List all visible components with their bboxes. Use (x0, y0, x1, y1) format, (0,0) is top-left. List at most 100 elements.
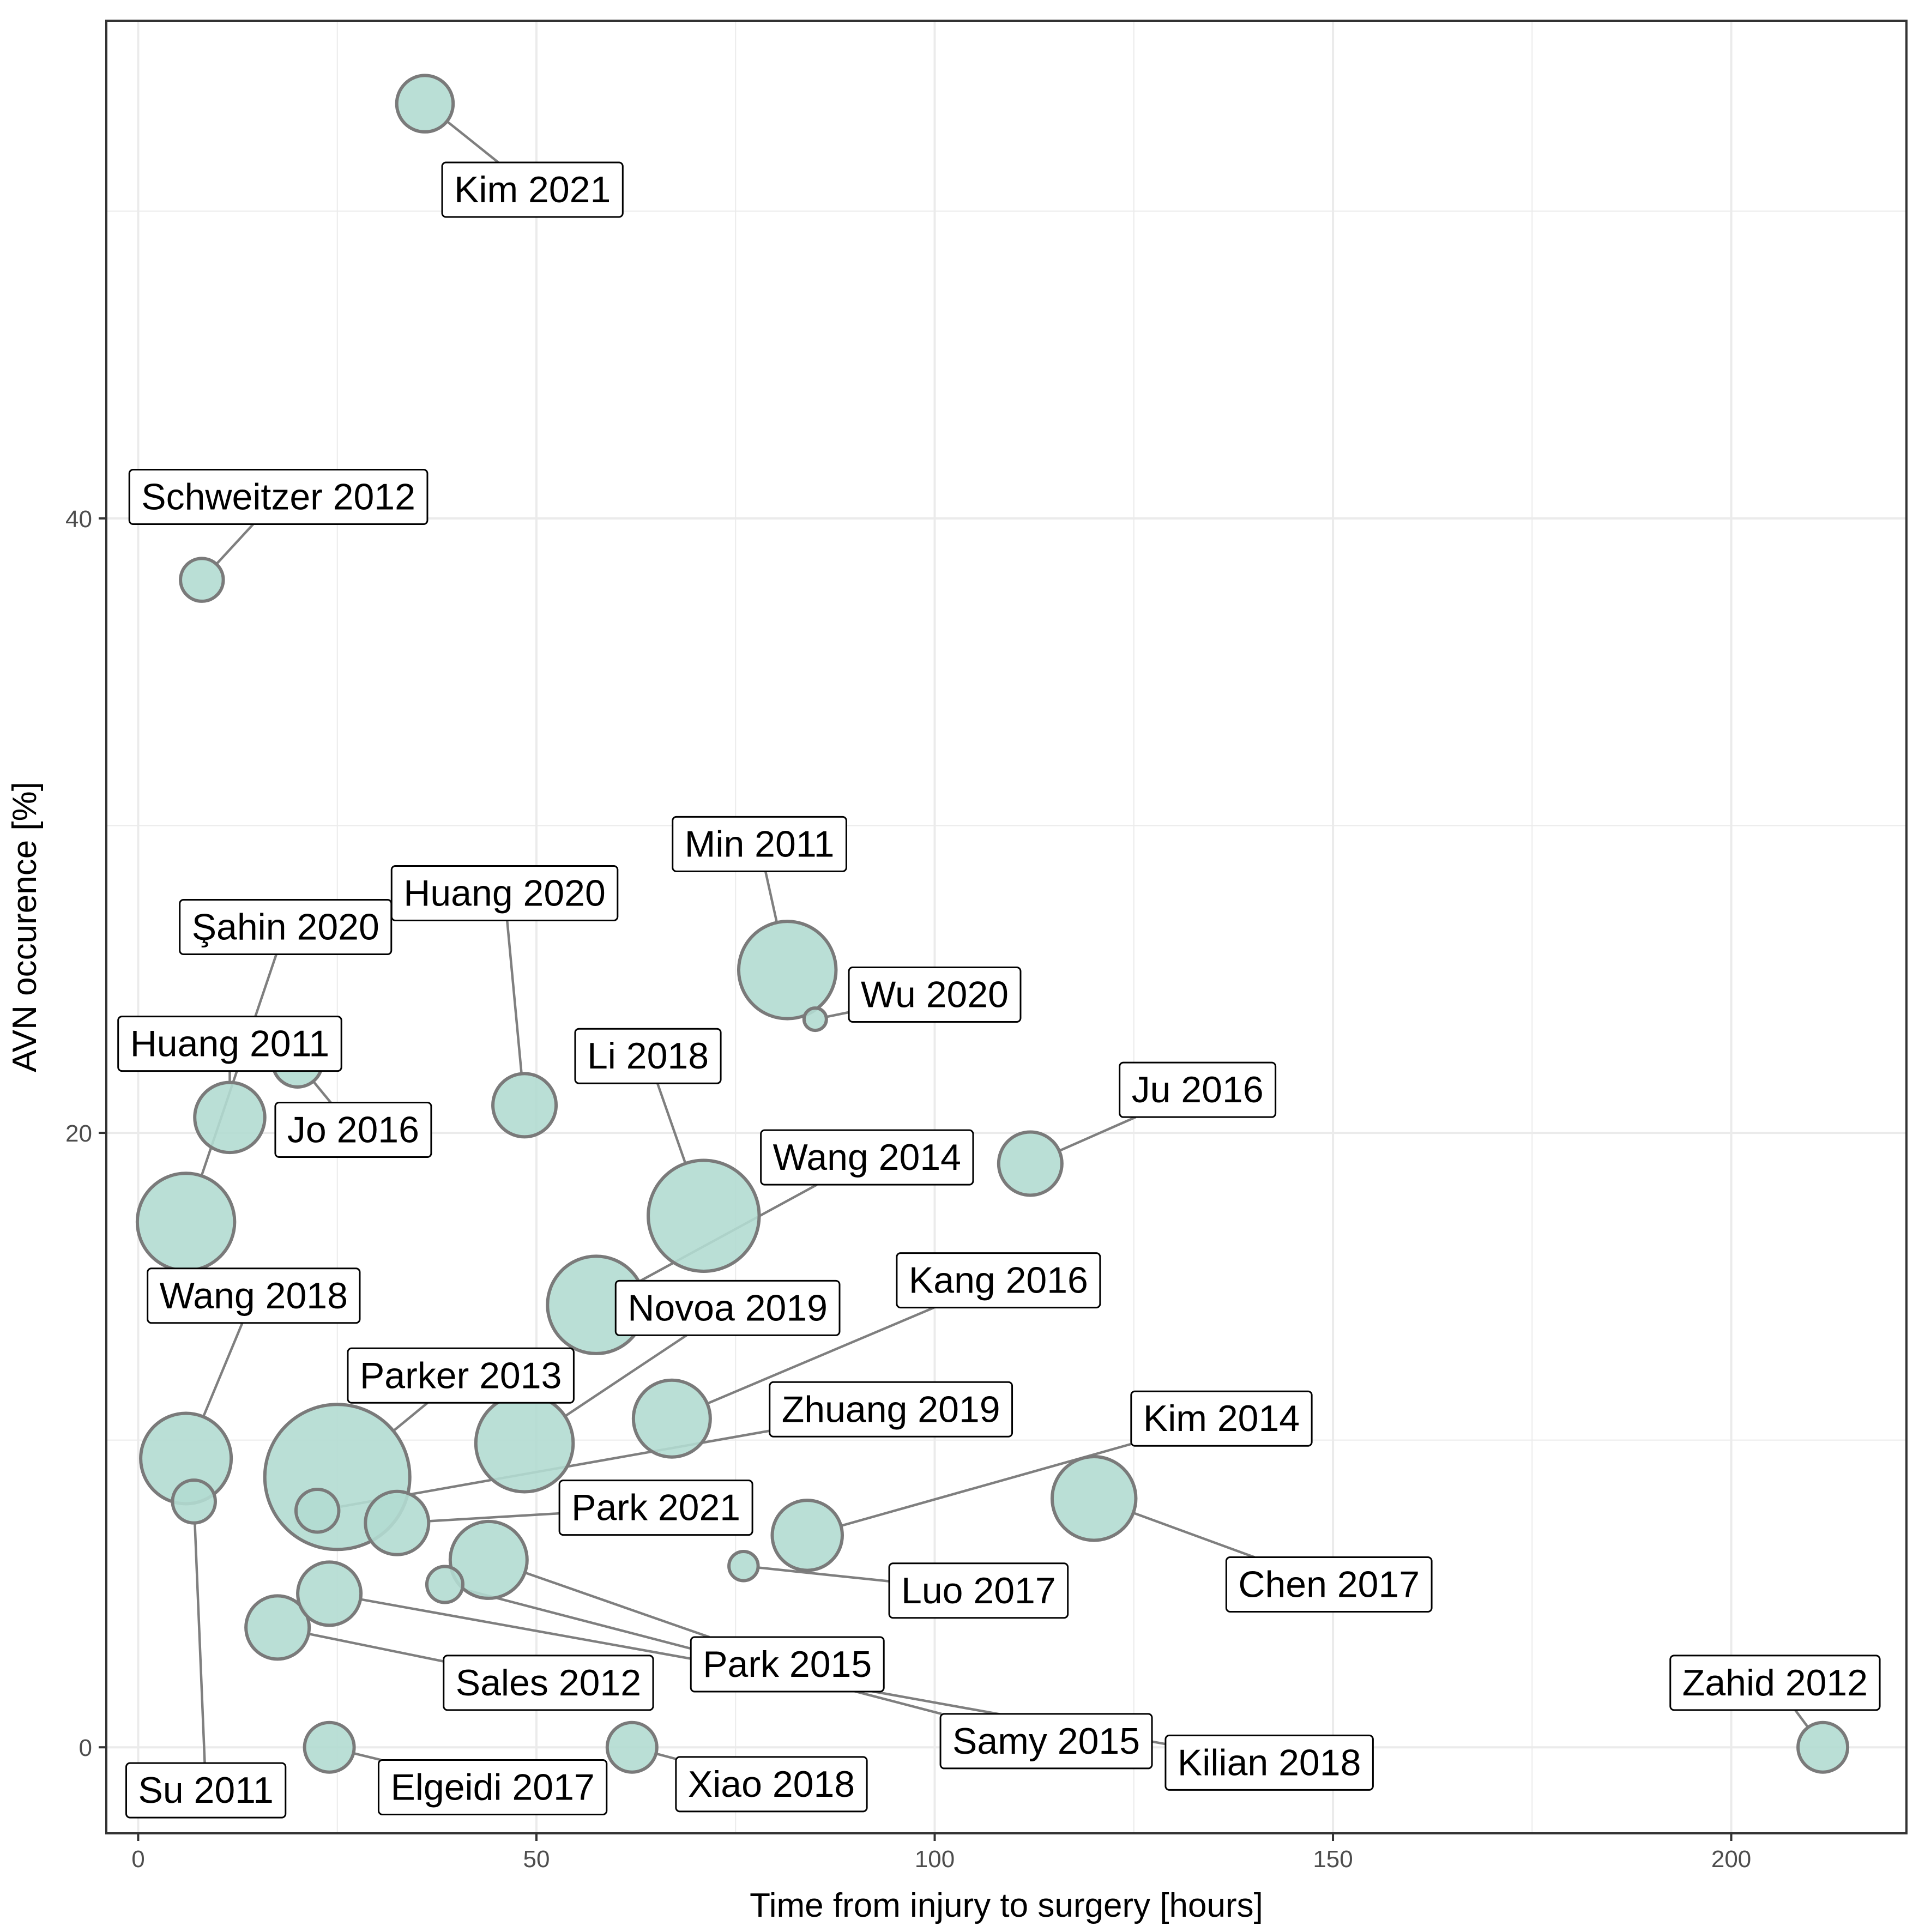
point-label: Huang 2020 (390, 865, 619, 922)
point-label-box (690, 1636, 885, 1693)
point-label-box (441, 161, 624, 218)
point-label-text: Zhuang 2019 (782, 1388, 1000, 1430)
data-points (135, 74, 1850, 1774)
point-label-box (443, 1655, 654, 1711)
point-label-box (672, 816, 847, 872)
point-label: Park 2015 (690, 1636, 885, 1693)
leader-line (353, 1752, 382, 1761)
point-label-text: Parker 2013 (360, 1355, 562, 1396)
point-label: Huang 2011 (117, 1016, 342, 1072)
point-label-text: Chen 2017 (1238, 1564, 1420, 1605)
point-label: Wang 2014 (760, 1129, 974, 1186)
leader-line (194, 1523, 206, 1764)
leader-line (825, 1011, 849, 1018)
leader-line (505, 920, 523, 1074)
data-point (244, 1594, 311, 1661)
point-label-text: Schweitzer 2012 (141, 476, 415, 518)
data-point (296, 1560, 363, 1627)
leader-line (564, 1334, 687, 1417)
point-label: Samy 2015 (939, 1713, 1153, 1770)
point-label-text: Novoa 2019 (627, 1287, 828, 1329)
point-label-text: Huang 2011 (130, 1023, 330, 1065)
point-label: Zhuang 2019 (769, 1381, 1013, 1438)
y-axis-title: AVN occurence [%] (6, 782, 44, 1072)
data-point (193, 1080, 267, 1155)
data-point (1050, 1454, 1138, 1542)
data-point (135, 1172, 237, 1272)
leader-line (393, 1402, 429, 1432)
point-label: Elgeidi 2017 (377, 1759, 608, 1815)
leader-line (1794, 1709, 1809, 1728)
x-tick-label: 200 (1711, 1846, 1751, 1873)
point-label-text: Şahin 2020 (192, 907, 379, 948)
leader-line (655, 1752, 677, 1760)
point-label-box (848, 966, 1022, 1023)
data-point (171, 1478, 217, 1525)
point-label: Wu 2020 (848, 966, 1022, 1023)
data-point (425, 1565, 464, 1604)
point-label-text: Kilian 2018 (1178, 1742, 1361, 1783)
point-label-box (147, 1267, 361, 1324)
leader-line (215, 523, 255, 565)
leader-line (1058, 1116, 1137, 1152)
point-label-text: Zahid 2012 (1682, 1662, 1868, 1704)
point-label: Kim 2021 (441, 161, 624, 218)
point-label-box (558, 1480, 753, 1536)
leader-line (1133, 1511, 1255, 1559)
point-label-text: Luo 2017 (901, 1570, 1056, 1611)
point-label-text: Samy 2015 (952, 1720, 1140, 1762)
leader-line (446, 120, 499, 164)
point-label-text: Elgeidi 2017 (390, 1766, 594, 1808)
point-label: Chen 2017 (1225, 1556, 1433, 1613)
point-label: Luo 2017 (888, 1562, 1069, 1619)
point-label-box (390, 865, 619, 922)
point-label-text: Kim 2021 (454, 169, 611, 210)
point-label-box (1130, 1390, 1313, 1447)
point-label-text: Wang 2014 (773, 1137, 961, 1178)
point-label-text: Park 2021 (571, 1487, 740, 1529)
point-label-box (274, 1101, 432, 1158)
point-label-box (1164, 1734, 1374, 1791)
point-label: Ju 2016 (1119, 1061, 1277, 1118)
x-tick-label: 150 (1313, 1846, 1353, 1873)
leader-line (764, 871, 779, 923)
x-axis-title: Time from injury to surgery [hours] (750, 1887, 1263, 1924)
point-label-text: Kang 2016 (909, 1260, 1088, 1301)
data-point (395, 74, 455, 134)
data-point (491, 1072, 558, 1139)
point-label-text: Min 2011 (685, 823, 835, 865)
point-label: Parker 2013 (347, 1347, 575, 1404)
data-point (303, 1720, 356, 1774)
leader-line (312, 1080, 332, 1103)
leader-line (524, 1571, 710, 1639)
point-label-text: Xiao 2018 (688, 1764, 855, 1805)
point-label-text: Wang 2018 (160, 1275, 348, 1317)
point-label-box (377, 1759, 608, 1815)
data-point (474, 1393, 575, 1494)
data-point (727, 1549, 760, 1583)
panel-border (105, 20, 1908, 1834)
point-label-text: Kim 2014 (1143, 1398, 1300, 1439)
data-point (631, 1378, 712, 1459)
point-label-box (888, 1562, 1069, 1619)
data-point (770, 1499, 844, 1572)
point-label: Wang 2018 (147, 1267, 361, 1324)
data-point (294, 1488, 341, 1534)
point-label-box (675, 1756, 868, 1813)
point-label-box (760, 1129, 974, 1186)
data-point (605, 1720, 659, 1774)
point-label: Park 2021 (558, 1480, 753, 1536)
leader-line (707, 1306, 935, 1405)
point-label-box (347, 1347, 575, 1404)
point-label: Sales 2012 (443, 1655, 654, 1711)
data-point (737, 920, 838, 1021)
y-tick-label: 0 (79, 1735, 92, 1761)
x-tick-label: 100 (915, 1846, 955, 1873)
point-label: Kang 2016 (896, 1252, 1101, 1309)
x-tick-label: 0 (131, 1846, 144, 1873)
point-label-box (1225, 1556, 1433, 1613)
point-label: Jo 2016 (274, 1101, 432, 1158)
point-label-text: Su 2011 (138, 1770, 273, 1811)
point-label-box (896, 1252, 1101, 1309)
y-tick-label: 40 (65, 506, 92, 533)
